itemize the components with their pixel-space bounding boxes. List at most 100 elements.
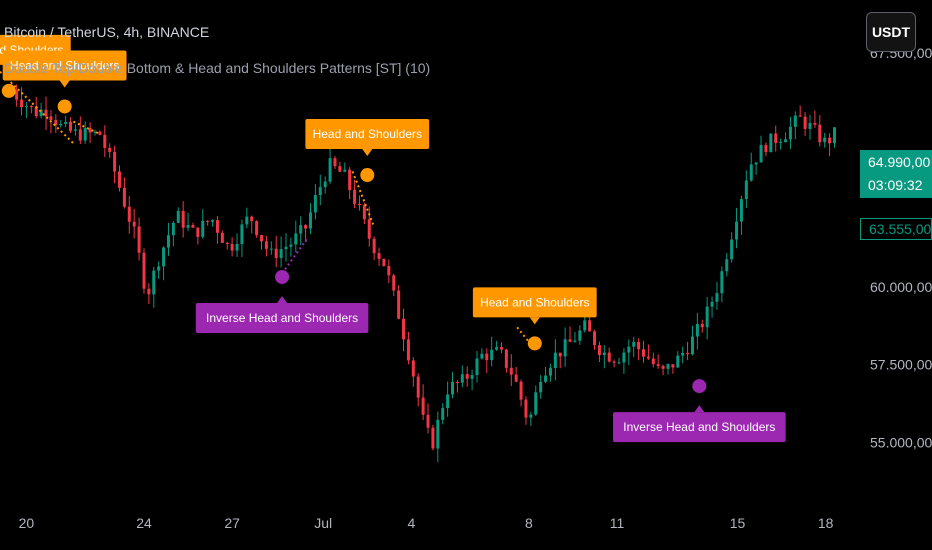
x-tick-label: 18 <box>818 515 834 531</box>
candle <box>220 232 224 243</box>
candle <box>406 339 410 361</box>
candle <box>602 352 606 356</box>
candle <box>832 127 836 144</box>
candle <box>328 158 332 182</box>
candle <box>578 330 582 341</box>
candle <box>416 376 420 398</box>
candle <box>744 180 748 200</box>
candle <box>764 144 768 153</box>
candle <box>808 122 812 129</box>
candle <box>553 352 557 369</box>
y-tick-label: 55.000,00 <box>870 435 932 451</box>
candle <box>392 275 396 291</box>
pattern-label[interactable]: Inverse Head and Shoulders <box>613 379 786 443</box>
pattern-label-box <box>195 302 369 333</box>
candle <box>784 139 788 143</box>
candle <box>769 133 773 153</box>
candle <box>367 219 371 239</box>
pattern-label[interactable]: Head and Shoulders <box>2 50 127 114</box>
candle <box>269 248 273 250</box>
candle <box>593 331 597 346</box>
x-tick-label: 4 <box>407 515 415 531</box>
candle <box>34 106 38 117</box>
pattern-label-box <box>2 50 127 81</box>
candle <box>676 355 680 368</box>
candle <box>245 216 249 225</box>
candle <box>411 360 415 377</box>
candle <box>637 341 641 350</box>
candle <box>147 288 151 295</box>
candle <box>93 131 97 133</box>
candle <box>818 124 822 143</box>
candle <box>333 158 337 167</box>
candle <box>504 349 508 368</box>
candle <box>230 243 234 251</box>
pattern-label-text: Head and Shoulders <box>10 58 119 72</box>
x-tick-label: 20 <box>19 515 35 531</box>
candle <box>725 259 729 272</box>
candle <box>720 271 724 294</box>
candle <box>803 116 807 129</box>
y-tick-label: 60.000,00 <box>870 279 932 295</box>
candle <box>779 142 783 144</box>
x-tick-label: 24 <box>136 515 152 531</box>
candle <box>338 166 342 172</box>
pattern-label-box <box>613 412 786 443</box>
pattern-label[interactable]: Inverse Head and Shoulders <box>195 269 369 333</box>
candle <box>191 225 195 228</box>
candle <box>451 382 455 395</box>
pattern-label-text: Head and Shoulders <box>480 295 589 309</box>
candle <box>20 99 24 108</box>
y-tick-label: 57.500,00 <box>870 357 932 373</box>
candle <box>612 361 616 363</box>
pattern-label[interactable]: Head and Shoulders <box>472 287 597 351</box>
pattern-label-pointer <box>277 295 288 303</box>
candle <box>465 374 469 379</box>
candle <box>44 109 48 117</box>
candle <box>823 137 827 143</box>
candle <box>642 349 645 357</box>
pattern-label-pointer <box>529 317 540 325</box>
candle <box>279 249 283 258</box>
x-tick-label: Jul <box>314 515 332 531</box>
pattern-label-pointer <box>694 405 705 413</box>
candle <box>695 324 699 337</box>
currency-button[interactable]: USDT <box>866 12 916 52</box>
candle <box>558 352 562 357</box>
candle <box>152 270 156 295</box>
candle <box>534 392 538 415</box>
candle <box>69 121 73 131</box>
candle <box>446 394 450 409</box>
candle <box>426 414 430 428</box>
candle <box>646 356 650 359</box>
candle <box>749 164 753 181</box>
indicator-title[interactable]: Double Top/Double Bottom & Head and Shou… <box>4 60 431 76</box>
candle <box>264 241 268 249</box>
candle <box>548 368 552 376</box>
candle <box>15 90 19 100</box>
candle <box>225 242 229 244</box>
candle <box>735 221 739 240</box>
countdown-value: 03:09:32 <box>868 177 923 193</box>
candle <box>485 353 489 361</box>
candle <box>59 123 63 126</box>
candle <box>490 349 494 361</box>
symbol-title[interactable]: Bitcoin / TetherUS, 4h, BINANCE <box>4 24 210 40</box>
candle <box>196 227 200 237</box>
candle <box>250 216 254 222</box>
candle <box>117 171 121 188</box>
candle <box>495 347 499 350</box>
candle <box>78 129 82 141</box>
candle <box>64 121 68 124</box>
candle <box>382 258 386 266</box>
candle <box>235 243 239 251</box>
neckline <box>278 236 310 279</box>
pattern-label[interactable]: Head and Shoulders <box>305 119 430 183</box>
candle <box>201 220 205 237</box>
candle <box>524 399 528 418</box>
pattern-marker <box>360 168 375 183</box>
pattern-marker <box>275 269 290 284</box>
candle <box>607 352 611 362</box>
candle <box>754 162 758 165</box>
